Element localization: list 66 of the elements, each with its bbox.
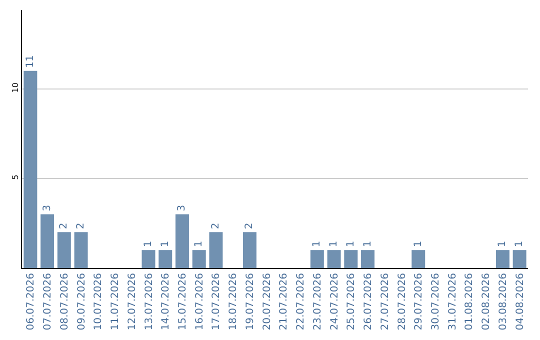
bar bbox=[192, 250, 206, 268]
y-tick-label: 10 bbox=[10, 82, 20, 93]
data-label: 2 bbox=[58, 222, 70, 230]
x-tick-label: 31.07.2026 bbox=[447, 273, 458, 330]
x-tick-label: 16.07.2026 bbox=[194, 273, 206, 330]
x-tick-label: 15.07.2026 bbox=[177, 273, 188, 330]
bar bbox=[40, 214, 54, 268]
x-tick-label: 22.07.2026 bbox=[296, 273, 307, 330]
x-tick-label: 18.07.2026 bbox=[228, 273, 240, 330]
bar bbox=[209, 232, 223, 268]
x-tick-label: 21.07.2026 bbox=[278, 273, 290, 330]
bar bbox=[242, 232, 256, 268]
x-tick-label: 26.07.2026 bbox=[363, 273, 374, 330]
bar bbox=[175, 214, 189, 268]
bar bbox=[57, 232, 71, 268]
data-label: 1 bbox=[497, 240, 508, 248]
bar bbox=[142, 250, 156, 268]
data-label: 11 bbox=[24, 55, 36, 68]
x-tick-label: 25.07.2026 bbox=[346, 273, 358, 330]
x-tick-label: 27.07.2026 bbox=[380, 273, 391, 330]
bar bbox=[344, 250, 358, 268]
bar bbox=[512, 250, 526, 268]
x-tick-label: 03.08.2026 bbox=[498, 273, 509, 330]
data-label: 2 bbox=[210, 222, 222, 230]
data-label: 3 bbox=[176, 204, 188, 212]
x-tick-label: 01.08.2026 bbox=[464, 273, 476, 330]
data-label: 1 bbox=[160, 240, 171, 248]
x-tick-label: 13.07.2026 bbox=[144, 273, 155, 330]
x-tick-label: 30.07.2026 bbox=[430, 273, 442, 330]
data-label: 1 bbox=[143, 240, 154, 248]
bar bbox=[496, 250, 510, 268]
x-tick-label: 28.07.2026 bbox=[396, 273, 408, 330]
data-label: 3 bbox=[42, 204, 53, 212]
bar bbox=[310, 250, 324, 268]
data-label: 1 bbox=[412, 240, 424, 248]
x-tick-label: 10.07.2026 bbox=[93, 273, 104, 330]
data-label: 1 bbox=[328, 240, 340, 248]
x-tick-label: 12.07.2026 bbox=[126, 273, 138, 330]
data-label: 1 bbox=[312, 240, 323, 248]
x-tick-label: 11.07.2026 bbox=[110, 273, 122, 330]
x-tick-label: 14.07.2026 bbox=[160, 273, 172, 330]
x-tick-label: 19.07.2026 bbox=[244, 273, 256, 330]
data-label: 1 bbox=[345, 240, 356, 248]
x-tick-label: 17.07.2026 bbox=[211, 273, 222, 330]
y-tick-label: 5 bbox=[10, 174, 20, 180]
x-tick-label: 06.07.2026 bbox=[26, 273, 37, 330]
data-label: 1 bbox=[514, 240, 526, 248]
bar bbox=[158, 250, 172, 268]
x-tick-label: 04.08.2026 bbox=[514, 273, 526, 330]
x-tick-label: 29.07.2026 bbox=[414, 273, 425, 330]
bar bbox=[74, 232, 88, 268]
x-tick-label: 20.07.2026 bbox=[262, 273, 273, 330]
data-label: 1 bbox=[194, 240, 205, 248]
bar bbox=[24, 70, 38, 268]
data-label: 1 bbox=[362, 240, 374, 248]
x-tick-label: 23.07.2026 bbox=[312, 273, 324, 330]
x-tick-label: 08.07.2026 bbox=[59, 273, 70, 330]
x-tick-label: 02.08.2026 bbox=[481, 273, 492, 330]
x-tick-label: 24.07.2026 bbox=[329, 273, 340, 330]
data-label: 2 bbox=[244, 222, 256, 230]
bar bbox=[412, 250, 426, 268]
x-tick-label: 09.07.2026 bbox=[76, 273, 88, 330]
bar bbox=[327, 250, 341, 268]
x-tick-label: 07.07.2026 bbox=[42, 273, 54, 330]
data-label: 2 bbox=[76, 222, 87, 230]
bar bbox=[361, 250, 375, 268]
